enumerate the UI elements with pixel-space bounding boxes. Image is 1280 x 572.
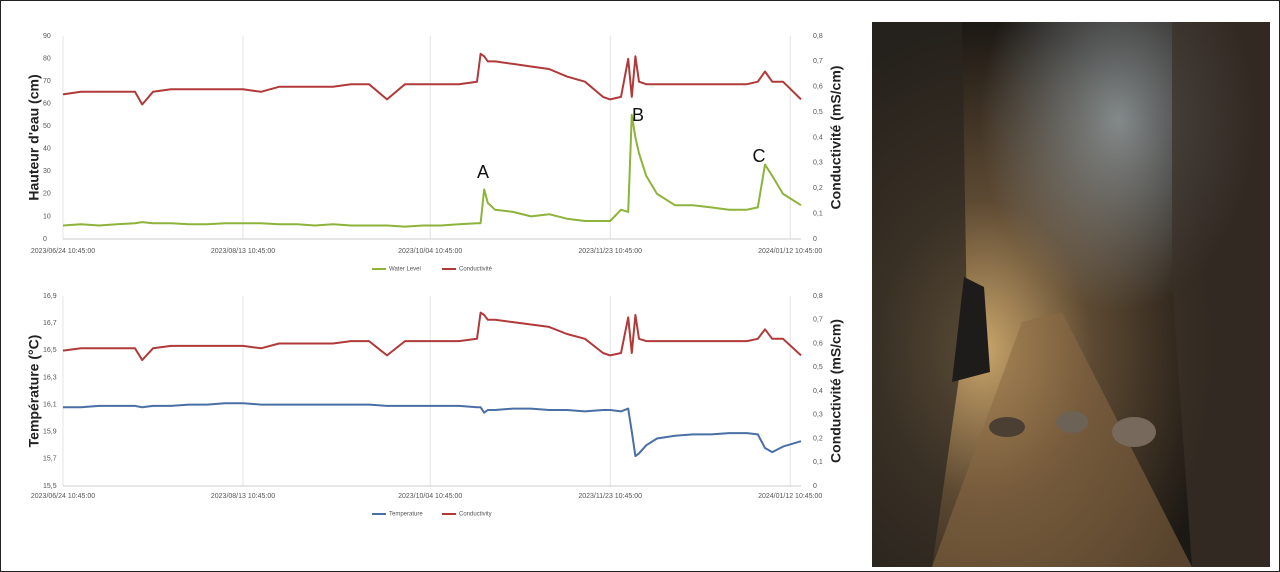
y2-tick-label: 0,6: [813, 340, 823, 347]
y-tick-label: 16,5: [43, 347, 57, 354]
y-tick-label: 0: [43, 236, 47, 243]
y-tick-label: 90: [43, 33, 51, 40]
y-tick-label: 10: [43, 213, 51, 220]
y2-tick-label: 0,7: [813, 58, 823, 65]
x-tick-label: 2023/08/13 10:45:00: [211, 248, 275, 255]
x-tick-label: 2024/01/12 10:45:00: [758, 493, 822, 500]
x-tick-label: 2023/10/04 10:45:00: [398, 248, 462, 255]
y2-tick-label: 0,5: [813, 109, 823, 116]
y2-tick-label: 0,6: [813, 84, 823, 91]
series-line: [63, 54, 801, 105]
legend-label: Conductivité: [459, 267, 493, 273]
y-axis-title: Hauteur d'eau (cm): [26, 74, 42, 200]
y-tick-label: 50: [43, 123, 51, 130]
y2-tick-label: 0: [813, 483, 817, 490]
y-tick-label: 16,9: [43, 293, 57, 300]
figure: 2023/06/24 10:45:00 2023/08/13 10:45:00 20…: [0, 0, 1280, 572]
y-tick-label: 15,5: [43, 483, 57, 490]
y2-tick-label: 0,7: [813, 317, 823, 324]
y-tick-label: 16,1: [43, 401, 57, 408]
x-tick-label: 2023/11/23 10:45:00: [578, 493, 642, 500]
y2-tick-label: 0,5: [813, 364, 823, 371]
y-axis-title: Température (°C): [26, 335, 42, 448]
y2-tick-label: 0,4: [813, 388, 823, 395]
y2-tick-label: 0,8: [813, 293, 823, 300]
x-tick-label: 2023/08/13 10:45:00: [211, 493, 275, 500]
cave-photo: [872, 22, 1270, 567]
y-tick-label: 16,3: [43, 374, 57, 381]
x-tick-label: 2023/11/23 10:45:00: [578, 248, 642, 255]
y2-axis-title: Conductivité (mS/cm): [828, 66, 844, 210]
y2-tick-label: 0,1: [813, 210, 823, 217]
y-tick-label: 15,7: [43, 456, 57, 463]
y2-tick-label: 0: [813, 236, 817, 243]
y-tick-label: 16,7: [43, 320, 57, 327]
annotation: A: [477, 162, 489, 182]
y-tick-label: 80: [43, 55, 51, 62]
y2-tick-label: 0,2: [813, 185, 823, 192]
y-tick-label: 40: [43, 146, 51, 153]
x-tick-label: 2023/06/24 10:45:00: [31, 248, 95, 255]
legend-label: Temperature: [389, 512, 423, 518]
y2-tick-label: 0,3: [813, 160, 823, 167]
series-line: [63, 403, 801, 456]
series-line: [63, 115, 801, 227]
y2-tick-label: 0,1: [813, 459, 823, 466]
x-tick-label: 2023/10/04 10:45:00: [398, 493, 462, 500]
series-line: [63, 313, 801, 361]
y2-tick-label: 0,2: [813, 435, 823, 442]
annotation: B: [632, 105, 644, 125]
x-tick-label: 2024/01/12 10:45:00: [758, 248, 822, 255]
y2-tick-label: 0,3: [813, 412, 823, 419]
charts: 2023/06/24 10:45:00 2023/08/13 10:45:00 20…: [1, 1, 861, 571]
y-tick-label: 30: [43, 168, 51, 175]
y-tick-label: 20: [43, 191, 51, 198]
y-tick-label: 15,9: [43, 429, 57, 436]
y2-tick-label: 0,4: [813, 134, 823, 141]
y2-tick-label: 0,8: [813, 33, 823, 40]
legend-label: Conductivity: [459, 512, 492, 518]
y-tick-label: 70: [43, 78, 51, 85]
legend-label: Water Level: [389, 267, 421, 273]
x-tick-label: 2023/06/24 10:45:00: [31, 493, 95, 500]
y-tick-label: 60: [43, 101, 51, 108]
annotation: C: [753, 146, 766, 166]
y2-axis-title: Conductivité (mS/cm): [828, 319, 844, 463]
